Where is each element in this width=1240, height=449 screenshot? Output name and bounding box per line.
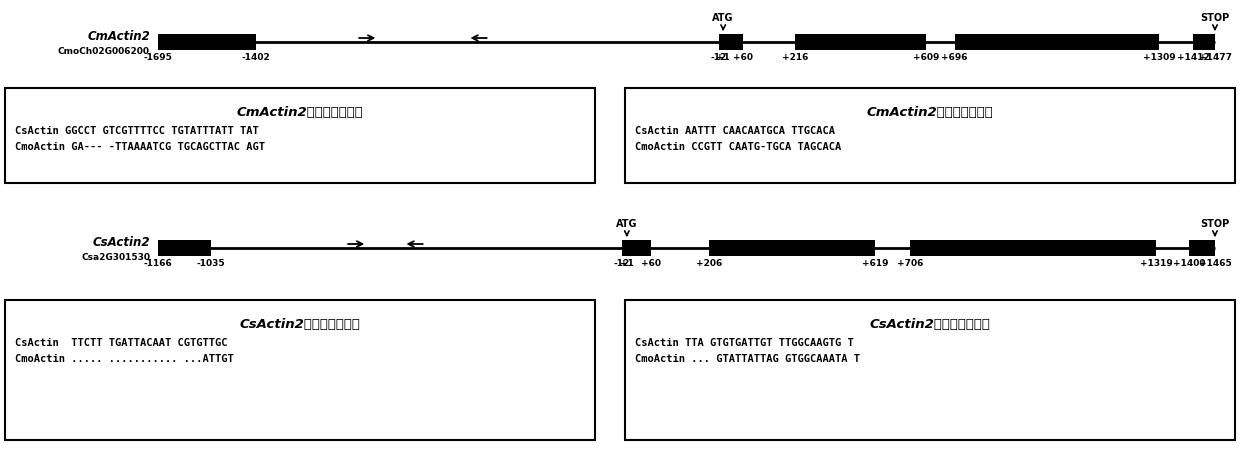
Text: CsActin2特异性反向引物: CsActin2特异性反向引物 <box>869 318 991 331</box>
Text: +60: +60 <box>733 53 753 62</box>
Text: CmoActin ..... ........... ...ATTGT: CmoActin ..... ........... ...ATTGT <box>15 354 234 364</box>
Text: +1319: +1319 <box>1140 259 1173 268</box>
Text: +1309: +1309 <box>1143 53 1176 62</box>
Bar <box>1193 34 1215 50</box>
Text: CmoActin GA--- -TTAAAATCG TGCAGCTTAC AGT: CmoActin GA--- -TTAAAATCG TGCAGCTTAC AGT <box>15 142 265 152</box>
Bar <box>5 88 595 183</box>
Text: +706: +706 <box>897 259 924 268</box>
Text: CsActin2特异性正向引物: CsActin2特异性正向引物 <box>239 318 361 331</box>
Bar <box>625 300 1235 440</box>
Bar <box>1189 240 1215 256</box>
Text: CmActin2特异性正向引物: CmActin2特异性正向引物 <box>237 106 363 119</box>
Text: -1166: -1166 <box>144 259 172 268</box>
Bar <box>157 34 255 50</box>
Bar <box>621 240 651 256</box>
Text: +206: +206 <box>696 259 723 268</box>
Text: CsActin2: CsActin2 <box>93 237 150 250</box>
Bar <box>625 88 1235 183</box>
Text: +216: +216 <box>781 53 808 62</box>
Text: +1412: +1412 <box>1177 53 1210 62</box>
Bar <box>795 34 926 50</box>
Text: STOP: STOP <box>1200 219 1230 229</box>
Text: CsActin  TTCTT TGATTACAAT CGTGTTGC: CsActin TTCTT TGATTACAAT CGTGTTGC <box>15 338 227 348</box>
Text: -12: -12 <box>614 259 630 268</box>
Text: +1465: +1465 <box>1199 259 1231 268</box>
Text: ATG: ATG <box>713 13 734 23</box>
Bar <box>955 34 1159 50</box>
Text: CmoActin ... GTATTATTAG GTGGCAAATA T: CmoActin ... GTATTATTAG GTGGCAAATA T <box>635 354 861 364</box>
Bar <box>157 240 211 256</box>
Text: +619: +619 <box>862 259 888 268</box>
Text: -1402: -1402 <box>242 53 270 62</box>
Bar <box>709 240 875 256</box>
Text: ATG: ATG <box>616 219 637 229</box>
Text: +696: +696 <box>941 53 968 62</box>
Text: STOP: STOP <box>1200 13 1230 23</box>
Text: +1400: +1400 <box>1173 259 1205 268</box>
Text: -1695: -1695 <box>144 53 172 62</box>
Text: -1035: -1035 <box>196 259 224 268</box>
Text: CmoCh02G006200: CmoCh02G006200 <box>58 47 150 56</box>
Text: +1: +1 <box>717 53 730 62</box>
Bar <box>719 34 743 50</box>
Text: +1477: +1477 <box>1199 53 1231 62</box>
Bar <box>5 300 595 440</box>
Text: CmActin2特异性反向引物: CmActin2特异性反向引物 <box>867 106 993 119</box>
Text: +60: +60 <box>641 259 661 268</box>
Text: CmActin2: CmActin2 <box>87 31 150 44</box>
Text: -12: -12 <box>711 53 727 62</box>
Text: CsActin AATTT CAACAATGCA TTGCACA: CsActin AATTT CAACAATGCA TTGCACA <box>635 126 835 136</box>
Text: CsActin TTA GTGTGATTGT TTGGCAAGTG T: CsActin TTA GTGTGATTGT TTGGCAAGTG T <box>635 338 854 348</box>
Text: CsActin GGCCT GTCGTTTTCC TGTATTTATT TAT: CsActin GGCCT GTCGTTTTCC TGTATTTATT TAT <box>15 126 259 136</box>
Text: CmoActin CCGTT CAATG-TGCA TAGCACA: CmoActin CCGTT CAATG-TGCA TAGCACA <box>635 142 841 152</box>
Bar <box>910 240 1157 256</box>
Text: Csa2G301530: Csa2G301530 <box>81 252 150 261</box>
Text: +1: +1 <box>620 259 634 268</box>
Text: +609: +609 <box>913 53 939 62</box>
